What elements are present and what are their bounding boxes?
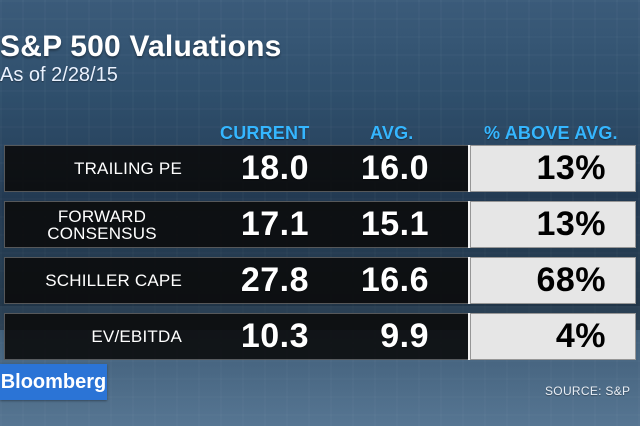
above-avg-cell: 68% bbox=[468, 257, 636, 304]
above-avg-value: 13% bbox=[536, 205, 606, 243]
avg-value: 15.1 bbox=[360, 205, 429, 243]
row-label: FORWARD CONSENSUS bbox=[22, 201, 182, 248]
avg-value: 16.0 bbox=[360, 149, 429, 187]
page-title: S&P 500 Valuations bbox=[0, 30, 282, 63]
row-label: SCHILLER CAPE bbox=[45, 271, 182, 290]
above-avg-cell: 13% bbox=[468, 201, 636, 248]
column-header-avg: AVG. bbox=[370, 123, 414, 143]
avg-value: 9.9 bbox=[380, 317, 429, 355]
avg-value: 16.6 bbox=[360, 261, 429, 299]
above-avg-value: 68% bbox=[536, 261, 606, 299]
column-header-above-avg: % ABOVE AVG. bbox=[484, 123, 618, 143]
valuation-table: TRAILING PE 18.0 16.0 13% FORWARD CONSEN… bbox=[0, 145, 640, 365]
page-subtitle: As of 2/28/15 bbox=[0, 64, 118, 86]
above-avg-value: 13% bbox=[536, 149, 606, 187]
table-row-ev-ebitda: EV/EBITDA 10.3 9.9 4% bbox=[4, 313, 636, 360]
table-row-schiller-cape: SCHILLER CAPE 27.8 16.6 68% bbox=[4, 257, 636, 304]
row-label-line1: FORWARD bbox=[57, 206, 147, 226]
bloomberg-logo: Bloomberg bbox=[0, 364, 107, 400]
source-note: SOURCE: S&P bbox=[545, 384, 631, 398]
current-value: 10.3 bbox=[240, 317, 309, 355]
current-value: 18.0 bbox=[240, 149, 309, 187]
table-row-forward-consensus: FORWARD CONSENSUS 17.1 15.1 13% bbox=[4, 201, 636, 248]
column-header-current: CURRENT bbox=[220, 123, 310, 143]
row-label: EV/EBITDA bbox=[91, 327, 182, 346]
row-label: TRAILING PE bbox=[73, 159, 182, 178]
current-value: 27.8 bbox=[240, 261, 309, 299]
table-row-trailing-pe: TRAILING PE 18.0 16.0 13% bbox=[4, 145, 636, 192]
above-avg-cell: 13% bbox=[468, 145, 636, 192]
current-value: 17.1 bbox=[240, 205, 309, 243]
row-label-line2: CONSENSUS bbox=[47, 223, 157, 243]
above-avg-value: 4% bbox=[555, 317, 606, 355]
above-avg-cell: 4% bbox=[468, 313, 636, 360]
